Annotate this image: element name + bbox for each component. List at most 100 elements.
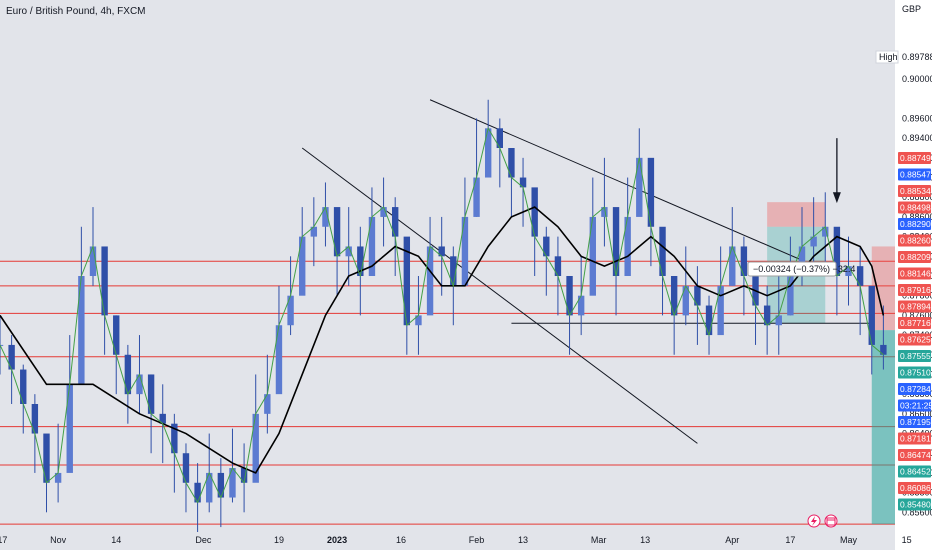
candle-body — [740, 246, 748, 276]
x-tick-label: Mar — [591, 535, 607, 545]
candle-body — [577, 295, 585, 316]
x-tick-label: Apr — [725, 535, 739, 545]
price-tag — [898, 366, 931, 379]
x-tick-label: 17 — [0, 535, 7, 545]
price-tag-label: 0.87716 — [900, 318, 931, 328]
candle-body — [264, 394, 271, 414]
price-tag-label: 0.87916 — [900, 285, 931, 295]
candle-body — [275, 325, 283, 395]
y-tick-label: 0.86600 — [902, 409, 932, 419]
candle-body — [310, 226, 318, 237]
candle-body — [636, 157, 643, 217]
price-tag — [898, 399, 931, 412]
candle-body — [426, 246, 434, 316]
y-tick-label: 0.90000 — [902, 74, 932, 84]
position-boxes — [767, 202, 895, 525]
candle-body — [798, 246, 806, 276]
price-tag — [898, 333, 931, 346]
trendline — [429, 99, 803, 261]
candle-body — [182, 453, 190, 483]
candle-body — [299, 236, 306, 296]
price-tag — [898, 284, 931, 296]
price-tag — [898, 482, 931, 494]
price-tag — [898, 234, 931, 247]
target-zone — [871, 330, 895, 525]
candle-body — [66, 384, 73, 473]
stop-zone — [767, 202, 826, 227]
candle-body — [229, 468, 236, 498]
price-tag-label: 0.86452 — [900, 467, 931, 477]
candle-body — [624, 216, 631, 276]
candle-body — [240, 468, 248, 483]
candle-body — [775, 315, 782, 326]
candle-body — [159, 413, 166, 424]
price-tag-label: 0.88498 — [900, 203, 931, 213]
price-tag — [898, 498, 931, 511]
price-tag — [898, 201, 931, 214]
price-tag-label: 0.88146 — [900, 269, 931, 279]
candle-body — [357, 246, 364, 276]
y-tick-label: 0.88600 — [902, 212, 932, 222]
price-tag-label: 0.87195 — [900, 417, 931, 427]
candle-body — [682, 285, 689, 316]
candle-body — [589, 216, 596, 296]
candle-body — [670, 276, 678, 316]
candle-body — [810, 236, 817, 247]
candle-body — [0, 344, 4, 346]
y-tick-label: 0.87600 — [902, 310, 932, 320]
x-tick-label: Nov — [50, 535, 67, 545]
candle-body — [647, 157, 655, 227]
high-box — [875, 50, 899, 64]
trendline — [301, 147, 698, 444]
lightning-icon[interactable] — [807, 514, 821, 528]
annotations — [832, 138, 841, 204]
price-tag — [898, 168, 931, 181]
high-value: 0.89788 — [902, 52, 932, 62]
candle-body — [438, 246, 445, 257]
candle-body — [705, 305, 713, 336]
candle-body — [566, 276, 573, 316]
high-label: High — [879, 52, 898, 62]
candle-body — [496, 128, 504, 148]
price-tag-label: 0.87555 — [900, 351, 931, 361]
price-tag — [898, 350, 931, 362]
candle-body — [89, 246, 97, 276]
candle-body — [171, 423, 178, 454]
x-tick-label: 15 — [902, 535, 912, 545]
candle-body — [833, 226, 841, 276]
candle-body — [333, 207, 341, 257]
candle-body — [729, 246, 736, 286]
candle-body — [845, 266, 852, 276]
price-tag — [898, 152, 931, 164]
price-tag-label: 0.87510 — [900, 368, 931, 378]
arrow-head — [832, 192, 841, 204]
price-tag-label: 0.88749 — [900, 153, 931, 163]
price-tag-label: 0.87181 — [900, 434, 931, 444]
y-tick-label: 0.89400 — [902, 133, 932, 143]
candle-body — [43, 433, 50, 483]
candle-body — [554, 256, 562, 276]
calendar-icon[interactable] — [824, 514, 838, 528]
x-tick-label: 2023 — [327, 535, 347, 545]
candle-body — [113, 315, 120, 355]
candle-body — [217, 472, 225, 498]
price-tag — [898, 383, 931, 395]
candle-body — [194, 482, 201, 503]
price-tag-label: 0.88534 — [900, 186, 931, 196]
candle-body — [31, 404, 39, 434]
candle-body — [659, 226, 666, 276]
candle-body — [519, 177, 527, 188]
candle-body — [252, 413, 259, 483]
candle-body — [101, 246, 108, 316]
ma-line-black — [0, 206, 885, 474]
price-tag-label: 0.86474 — [900, 450, 931, 460]
x-tick-label: 13 — [518, 535, 528, 545]
price-tag-label: 0.87625 — [900, 335, 931, 345]
y-tick-label: 0.85600 — [902, 507, 932, 517]
candle-body — [136, 374, 143, 395]
price-tag-label: 0.87284 — [900, 384, 931, 394]
moving-averages — [0, 126, 885, 504]
candle-body — [345, 246, 352, 257]
